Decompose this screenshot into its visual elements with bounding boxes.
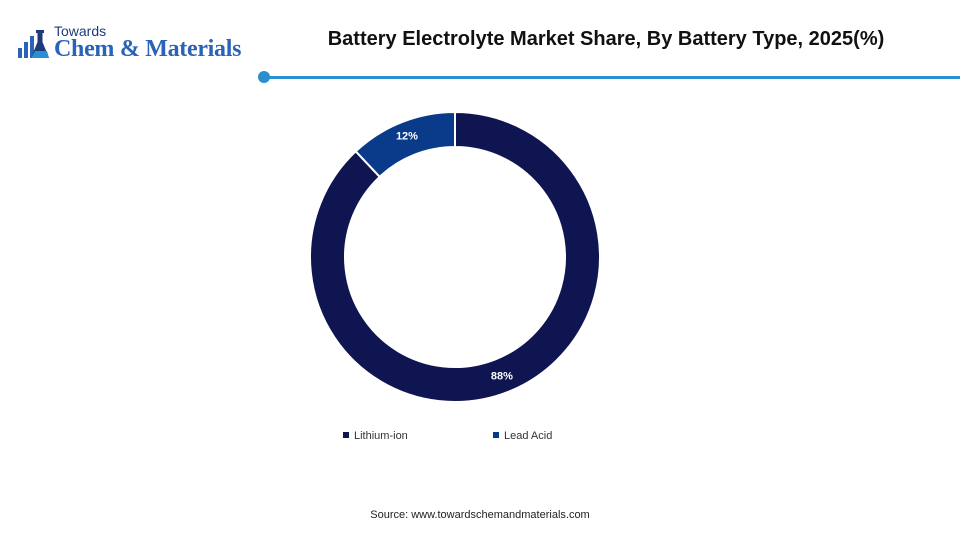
brand-name-bottom: Chem & Materials <box>54 36 242 62</box>
data-label-lead-acid: 12% <box>396 131 418 143</box>
flask-icon <box>18 30 49 58</box>
chart-legend: Lithium-ion Lead Acid <box>0 430 960 444</box>
legend-label: Lead Acid <box>504 430 553 442</box>
brand-logo: Towards Chem & Materials <box>16 20 256 68</box>
legend-swatch <box>343 432 349 438</box>
chart-title: Battery Electrolyte Market Share, By Bat… <box>327 28 885 50</box>
legend-label: Lithium-ion <box>354 430 408 442</box>
title-underline <box>258 70 960 84</box>
source-note: Source: www.towardschemandmaterials.com <box>370 509 590 521</box>
brand-name-top: Towards <box>54 23 107 39</box>
donut-slice-lead-acid <box>354 110 456 179</box>
title-underline-line <box>268 76 960 79</box>
title-underline-dot <box>258 71 270 83</box>
legend-item-lead-acid: Lead Acid <box>493 430 552 442</box>
data-label-lithium-ion: 88% <box>491 371 513 383</box>
donut-slice-lithium-ion <box>309 110 601 403</box>
legend-item-lithium-ion: Lithium-ion <box>343 430 408 442</box>
legend-swatch <box>493 432 499 438</box>
